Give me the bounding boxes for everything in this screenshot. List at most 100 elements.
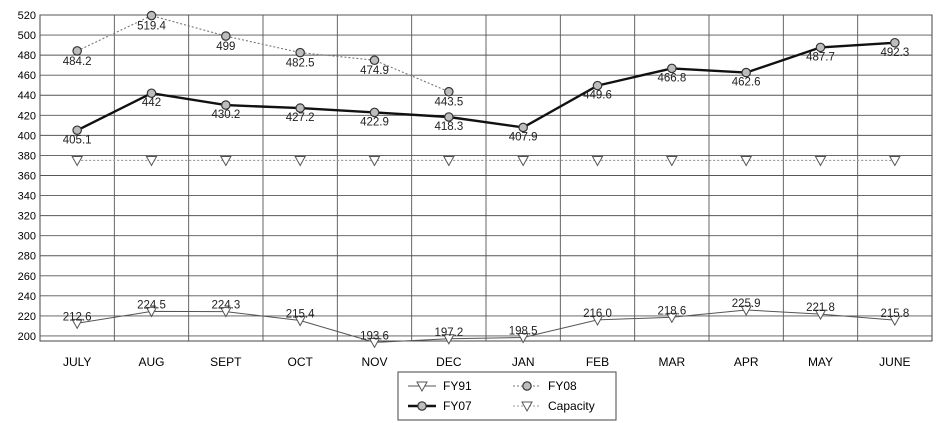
fy07-marker bbox=[518, 122, 528, 133]
fy07-marker bbox=[815, 42, 826, 53]
x-tick-label: AUG bbox=[138, 355, 164, 369]
series-fy07 bbox=[72, 37, 900, 136]
data-label: 224.3 bbox=[211, 300, 240, 312]
data-label: 215.8 bbox=[880, 308, 909, 320]
fy07-marker bbox=[72, 125, 82, 136]
data-label: 218.6 bbox=[657, 305, 686, 317]
x-tick-label: SEPT bbox=[210, 355, 242, 369]
data-label: 442 bbox=[142, 97, 161, 109]
data-label: 499 bbox=[216, 41, 235, 53]
data-label: 484.2 bbox=[63, 56, 92, 68]
series-capacity bbox=[71, 155, 901, 167]
data-label: 197.2 bbox=[434, 327, 463, 339]
y-tick-label: 520 bbox=[18, 10, 36, 22]
y-tick-label: 440 bbox=[18, 90, 36, 102]
y-tick-label: 360 bbox=[18, 170, 36, 182]
grid-lines bbox=[39, 14, 933, 342]
legend-box bbox=[397, 371, 617, 421]
capacity-marker bbox=[368, 155, 381, 167]
legend-item-capacity: Capacity bbox=[513, 399, 595, 413]
data-label: 474.9 bbox=[360, 65, 389, 77]
y-tick-label: 500 bbox=[18, 30, 36, 42]
y-tick-label: 280 bbox=[18, 251, 36, 263]
data-label: 427.2 bbox=[286, 112, 315, 124]
y-tick-label: 400 bbox=[18, 130, 36, 142]
series-fy08 bbox=[72, 10, 454, 97]
legend-item-fy91: FY91 bbox=[408, 379, 472, 393]
data-labels: 212.6 224.5 224.3 215.4 193.6 197.2 198.5 216.0… bbox=[63, 21, 909, 343]
capacity-marker bbox=[294, 155, 307, 167]
legend-label-fy07: FY07 bbox=[443, 399, 472, 413]
fy91-marker bbox=[145, 306, 158, 318]
x-tick-label: JULY bbox=[63, 355, 91, 369]
fy08-marker bbox=[369, 55, 380, 66]
fy91-marker bbox=[442, 334, 455, 345]
y-tick-label: 460 bbox=[18, 70, 36, 82]
legend: FY91 FY08 FY07 Capacity bbox=[397, 371, 617, 421]
data-label: 193.6 bbox=[360, 330, 389, 342]
data-label: 430.2 bbox=[211, 109, 240, 121]
fy07-marker bbox=[146, 88, 157, 99]
legend-item-fy08: FY08 bbox=[513, 379, 577, 393]
y-axis: 200 220 240 260 280 300 320 340 360 380 400 420 440 4… bbox=[18, 10, 36, 343]
fy91-marker bbox=[71, 318, 84, 330]
capacity-marker bbox=[517, 155, 530, 167]
x-tick-label: DEC bbox=[436, 355, 462, 369]
data-label: 462.6 bbox=[732, 77, 761, 89]
fy91-marker bbox=[517, 332, 530, 344]
fy91-marker bbox=[740, 305, 753, 317]
y-tick-label: 340 bbox=[18, 191, 36, 203]
legend-capacity-marker bbox=[521, 401, 533, 413]
y-tick-label: 320 bbox=[18, 211, 36, 223]
data-label: 422.9 bbox=[360, 116, 389, 128]
data-label: 418.3 bbox=[434, 121, 463, 133]
legend-label-fy91: FY91 bbox=[443, 379, 472, 393]
capacity-marker bbox=[888, 155, 901, 167]
data-label: 225.9 bbox=[732, 298, 761, 310]
fy08-marker bbox=[221, 31, 231, 41]
capacity-marker bbox=[814, 155, 827, 167]
fy91-marker bbox=[294, 316, 307, 327]
x-tick-label: NOV bbox=[361, 355, 387, 369]
data-label: 215.4 bbox=[286, 309, 315, 321]
fy07-marker bbox=[369, 107, 380, 118]
data-label: 216.0 bbox=[583, 308, 612, 320]
capacity-marker bbox=[740, 155, 753, 167]
y-tick-label: 260 bbox=[18, 271, 36, 283]
legend-item-fy07: FY07 bbox=[408, 399, 472, 413]
x-tick-label: JUNE bbox=[879, 355, 910, 369]
data-label: 212.6 bbox=[63, 311, 92, 323]
data-label: 487.7 bbox=[806, 51, 835, 63]
fy91-marker bbox=[888, 315, 901, 327]
x-tick-label: MAY bbox=[808, 355, 833, 369]
fy07-marker bbox=[444, 112, 454, 122]
fy07-marker bbox=[295, 103, 305, 113]
data-label: 492.3 bbox=[880, 47, 909, 59]
legend-fy91-marker bbox=[416, 381, 428, 393]
x-tick-label: APR bbox=[734, 355, 759, 369]
y-tick-label: 220 bbox=[18, 311, 36, 323]
fy08-marker bbox=[295, 47, 305, 58]
capacity-marker bbox=[591, 155, 604, 167]
series-fy91 bbox=[71, 305, 901, 349]
fy07-marker bbox=[741, 67, 751, 78]
y-tick-label: 240 bbox=[18, 291, 36, 303]
x-tick-label: FEB bbox=[586, 355, 609, 369]
data-label: 519.4 bbox=[137, 21, 166, 33]
fy07-marker bbox=[667, 63, 677, 74]
legend-label-capacity: Capacity bbox=[548, 399, 595, 413]
fy07-marker bbox=[221, 100, 231, 110]
data-label: 466.8 bbox=[657, 72, 686, 84]
x-tick-label: OCT bbox=[287, 355, 313, 369]
fy91-marker bbox=[368, 337, 381, 349]
fy91-marker bbox=[665, 312, 678, 324]
series-line-fy91 bbox=[77, 309, 895, 343]
y-tick-label: 300 bbox=[18, 231, 36, 243]
x-tick-label: JAN bbox=[512, 355, 535, 369]
data-label: 221.8 bbox=[806, 302, 835, 314]
data-label: 443.5 bbox=[434, 97, 463, 109]
fy07-marker bbox=[592, 80, 603, 91]
fy91-marker bbox=[219, 307, 232, 318]
fy08-marker bbox=[72, 46, 82, 56]
capacity-marker bbox=[442, 155, 455, 167]
